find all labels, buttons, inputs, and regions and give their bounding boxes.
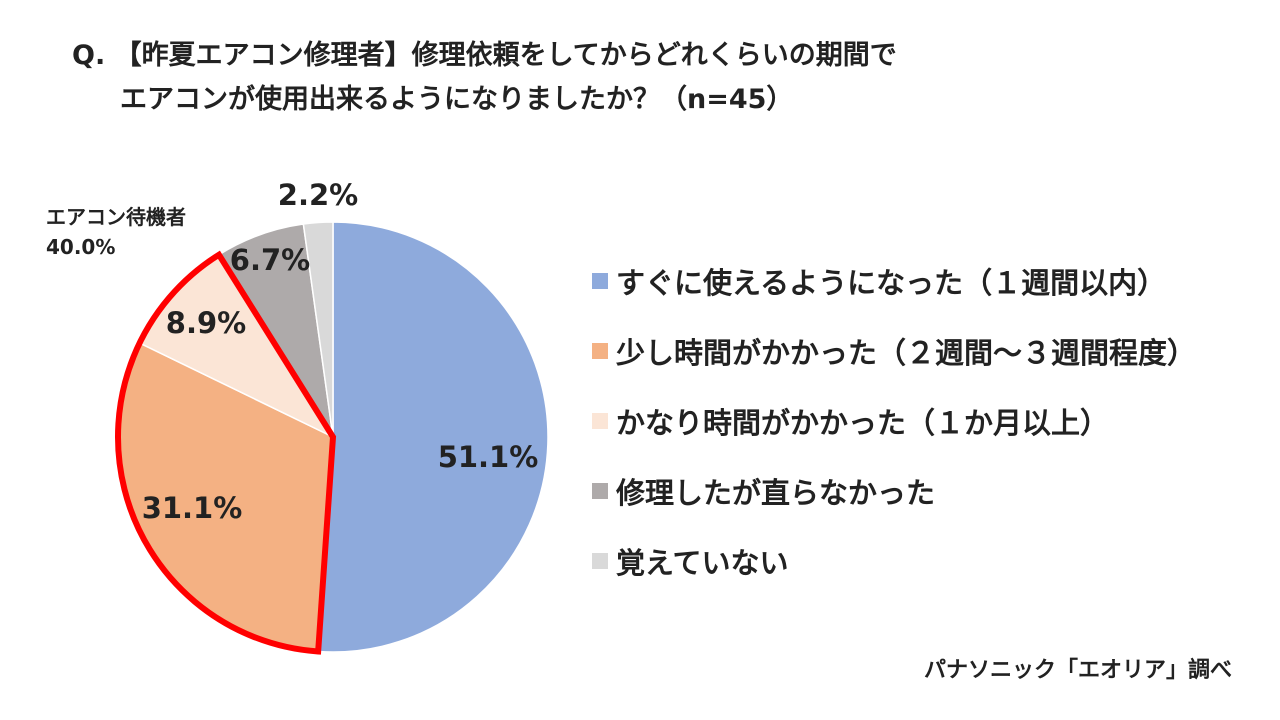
data-label-4: 6.7%: [230, 243, 310, 277]
pie-slice-1: [317, 221, 549, 653]
legend-item-3: かなり時間がかかった（１か月以上）: [592, 386, 1196, 456]
legend-label: 覚えていない: [616, 546, 789, 580]
callout-value: 40.0%: [46, 235, 116, 259]
legend-swatch: [592, 553, 608, 569]
highlight-outline: [115, 250, 337, 655]
legend-item-2: 少し時間がかかった（２週間～３週間程度）: [592, 316, 1196, 386]
legend-swatch: [592, 343, 608, 359]
chart-title-line2: エアコンが使用出来るようになりましたか？（n=45）: [120, 84, 794, 115]
source-note: パナソニック「エオリア」調べ: [923, 658, 1232, 683]
data-label-1: 51.1%: [438, 440, 539, 474]
data-label-5: 2.2%: [278, 178, 358, 212]
callout-label: エアコン待機者: [46, 205, 186, 229]
chart-title: Q. 【昨夏エアコン修理者】修理依頼をしてからどれくらいの期間で エアコンが使用…: [72, 34, 897, 122]
legend-swatch: [592, 413, 608, 429]
pie-slice-5: [302, 221, 334, 438]
legend-swatch: [592, 273, 608, 289]
legend-label: かなり時間がかかった（１か月以上）: [616, 406, 1110, 440]
legend-label: 少し時間がかかった（２週間～３週間程度）: [616, 336, 1197, 370]
legend-label: すぐに使えるようになった（１週間以内）: [616, 266, 1167, 300]
legend-swatch: [592, 483, 608, 499]
data-label-3: 8.9%: [166, 306, 246, 340]
legend: すぐに使えるようになった（１週間以内） 少し時間がかかった（２週間～３週間程度） か…: [592, 246, 1196, 596]
callout: エアコン待機者 40.0%: [46, 202, 186, 262]
legend-item-1: すぐに使えるようになった（１週間以内）: [592, 246, 1196, 316]
legend-label: 修理したが直らなかった: [616, 476, 936, 510]
legend-item-5: 覚えていない: [592, 526, 1196, 596]
legend-item-4: 修理したが直らなかった: [592, 456, 1196, 526]
data-label-2: 31.1%: [142, 491, 243, 525]
chart-title-line1: Q. 【昨夏エアコン修理者】修理依頼をしてからどれくらいの期間で: [72, 40, 897, 71]
